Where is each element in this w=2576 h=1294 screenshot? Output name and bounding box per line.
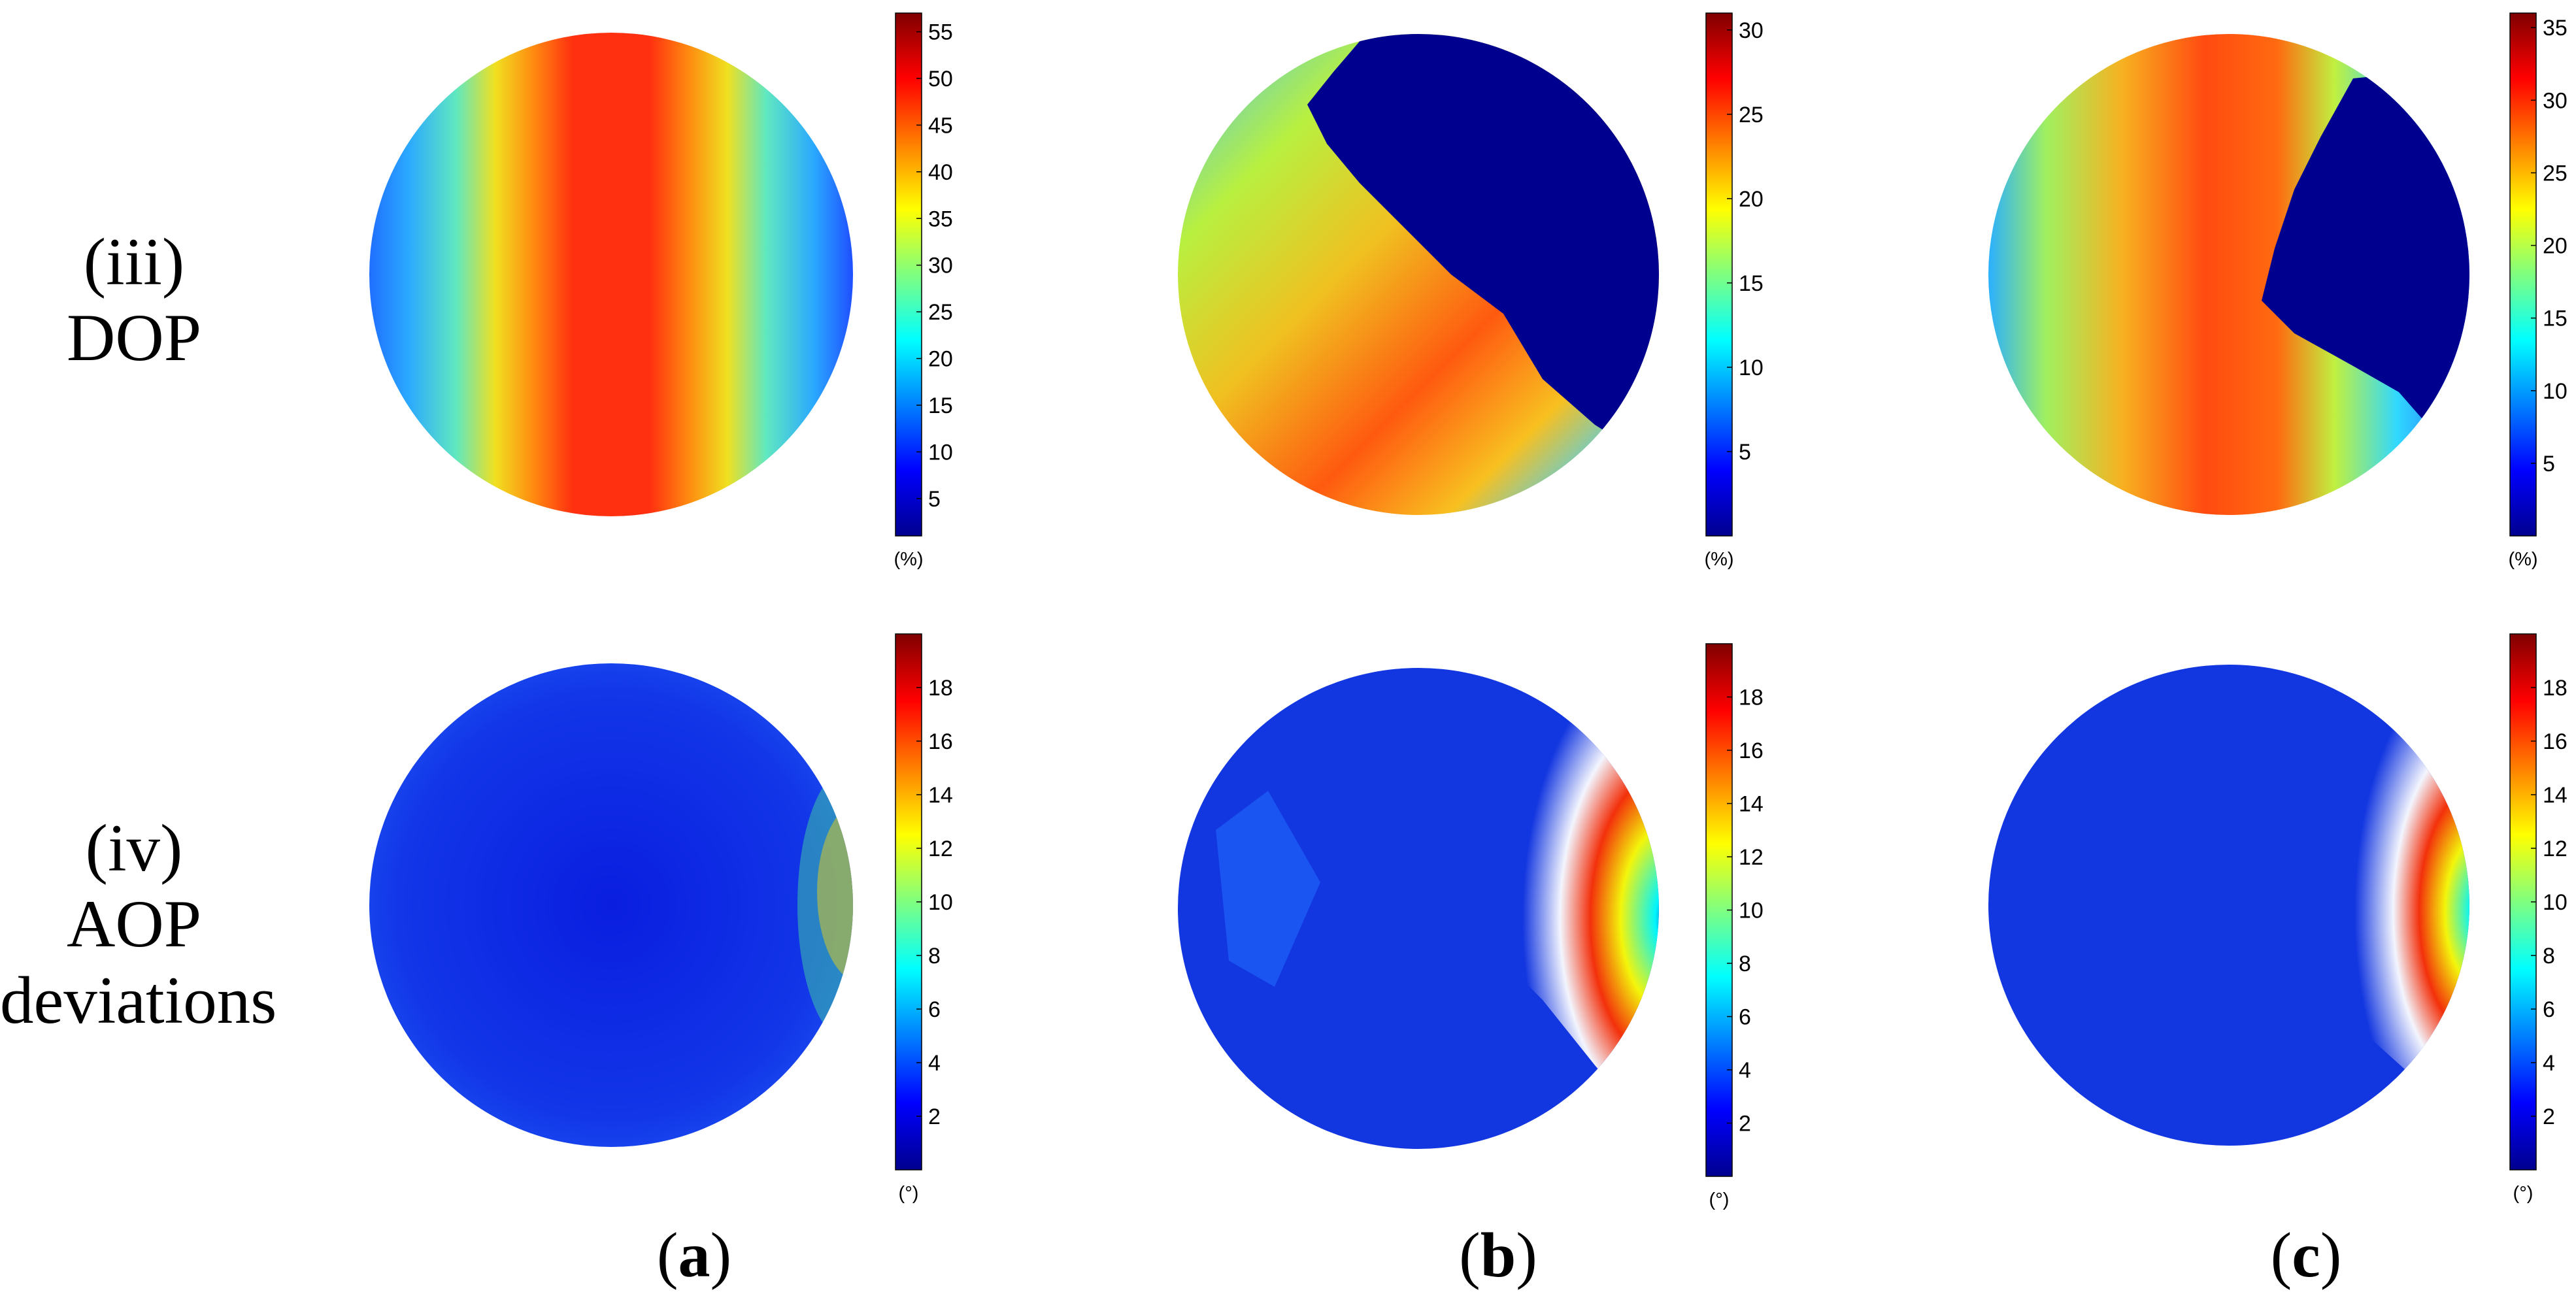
colorbar-tick-label: 25	[1739, 103, 1764, 127]
column-label-a: (a)	[656, 1220, 732, 1291]
colorbar-tick-label: 18	[2543, 676, 2568, 701]
colorbar-dop-a: 5 10 15 20 25 30 35 40 45 50 55 (%)	[894, 12, 953, 570]
colorbar-unit-label: (°)	[2513, 1183, 2534, 1204]
colorbar-tick-label: 12	[928, 837, 953, 861]
colorbar-tick-label: 30	[928, 254, 953, 278]
colorbar-tick-label: 30	[2543, 88, 2568, 113]
colorbar-aop-b: 2 4 6 8 10 12 14 16 18 (°)	[1705, 643, 1764, 1210]
colorbar-tick-label: 8	[928, 944, 941, 969]
row-label-dop-line1: (iii)	[83, 225, 185, 299]
colorbar-unit-label: (°)	[1709, 1189, 1730, 1210]
colorbar-tick-label: 4	[928, 1051, 941, 1076]
colorbar-tick-label: 35	[2543, 16, 2568, 41]
colorbar-tick-label: 10	[1739, 356, 1764, 380]
colorbar-aop-a: 2 4 6 8 10 12 14 16 18 (°)	[895, 633, 953, 1204]
colorbar-tick-label: 5	[2543, 452, 2555, 476]
dop-c-dark-region	[2262, 65, 2469, 471]
colorbar-tick-label: 4	[2543, 1051, 2555, 1076]
colorbar-tick-label: 15	[1739, 271, 1764, 296]
colorbar-tick-label: 6	[1739, 1005, 1751, 1030]
colorbar-tick-label: 55	[928, 20, 953, 45]
dop-b-dark-region	[1307, 34, 1659, 457]
colorbar-tick-label: 10	[928, 890, 953, 915]
colorbar-tick-label: 12	[2543, 837, 2568, 861]
colorbar-tick-label: 10	[928, 440, 953, 465]
colorbar-tick-label: 20	[1739, 187, 1764, 212]
colorbar-tick-label: 20	[2543, 234, 2568, 259]
colorbar-tick-label: 25	[928, 300, 953, 325]
colorbar-gradient	[2509, 12, 2537, 537]
colorbar-tick-label: 15	[928, 393, 953, 418]
colorbar-tick-label: 8	[1739, 952, 1751, 976]
row-label-aop-line1: (iv)	[85, 811, 183, 886]
aop-map-c	[1988, 665, 2469, 1146]
column-label-c: (c)	[2270, 1220, 2342, 1291]
row-label-dop: (iii) DOP	[0, 224, 268, 376]
dop-map-a	[369, 33, 853, 516]
colorbar-tick-label: 14	[2543, 783, 2568, 808]
colorbar-tick-label: 14	[928, 783, 953, 808]
colorbar-tick-label: 5	[928, 487, 941, 512]
dop-map-b	[1178, 34, 1659, 515]
colorbar-tick-label: 18	[1739, 686, 1764, 710]
colorbar-gradient	[895, 12, 922, 537]
colorbar-tick-label: 14	[1739, 792, 1764, 817]
colorbar-tick-label: 2	[1739, 1112, 1751, 1136]
aop-c-fan	[2268, 696, 2469, 1127]
colorbar-tick-label: 45	[928, 113, 953, 138]
colorbar-tick-label: 18	[928, 676, 953, 701]
colorbar-tick-label: 35	[928, 207, 953, 231]
colorbar-tick-label: 16	[1739, 738, 1764, 763]
aop-a-disc	[369, 663, 853, 1147]
aop-b-fan	[1399, 668, 1659, 1149]
colorbar-tick-label: 6	[928, 997, 941, 1022]
colorbar-tick-label: 10	[2543, 890, 2568, 915]
colorbar-tick-label: 30	[1739, 18, 1764, 43]
colorbar-tick-label: 10	[1739, 899, 1764, 923]
colorbar-aop-c: 2 4 6 8 10 12 14 16 18 (°)	[2509, 633, 2568, 1204]
colorbar-tick-label: 50	[928, 67, 953, 91]
colorbar-tick-label: 8	[2543, 944, 2555, 969]
column-letter-a: a	[678, 1220, 711, 1291]
colorbar-gradient	[1705, 12, 1733, 537]
colorbar-tick-label: 6	[2543, 997, 2555, 1022]
colorbar-tick-label: 5	[1739, 440, 1751, 465]
row-label-aop-line3: deviations	[0, 963, 277, 1038]
colorbar-tick-label: 16	[2543, 729, 2568, 754]
colorbar-tick-label: 2	[928, 1104, 941, 1129]
colorbar-unit-label: (°)	[899, 1183, 919, 1204]
colorbar-tick-label: 4	[1739, 1058, 1751, 1083]
colorbar-unit-label: (%)	[2508, 549, 2537, 570]
row-label-aop-line2: AOP	[66, 887, 202, 962]
column-letter-c: c	[2292, 1220, 2320, 1291]
colorbar-unit-label: (%)	[1704, 549, 1733, 570]
colorbar-tick-label: 16	[928, 729, 953, 754]
column-label-b: (b)	[1459, 1220, 1537, 1291]
dop-a-disc	[369, 33, 853, 516]
row-label-aop: (iv) AOP deviations	[0, 810, 277, 1038]
colorbar-tick-label: 12	[1739, 845, 1764, 870]
colorbar-tick-label: 15	[2543, 307, 2568, 331]
aop-map-b	[1178, 668, 1659, 1149]
row-label-dop-line2: DOP	[66, 301, 202, 376]
aop-map-a	[369, 663, 853, 1147]
colorbar-tick-label: 40	[928, 160, 953, 185]
colorbar-dop-c: 5 10 15 20 25 30 35 (%)	[2508, 12, 2568, 570]
colorbar-tick-label: 2	[2543, 1104, 2555, 1129]
colorbar-tick-label: 25	[2543, 161, 2568, 186]
colorbar-tick-label: 10	[2543, 379, 2568, 404]
colorbar-dop-b: 5 10 15 20 25 30 (%)	[1704, 12, 1764, 570]
dop-map-c	[1988, 34, 2469, 515]
column-letter-b: b	[1480, 1220, 1516, 1291]
colorbar-unit-label: (%)	[894, 549, 923, 570]
colorbar-tick-label: 20	[928, 347, 953, 372]
